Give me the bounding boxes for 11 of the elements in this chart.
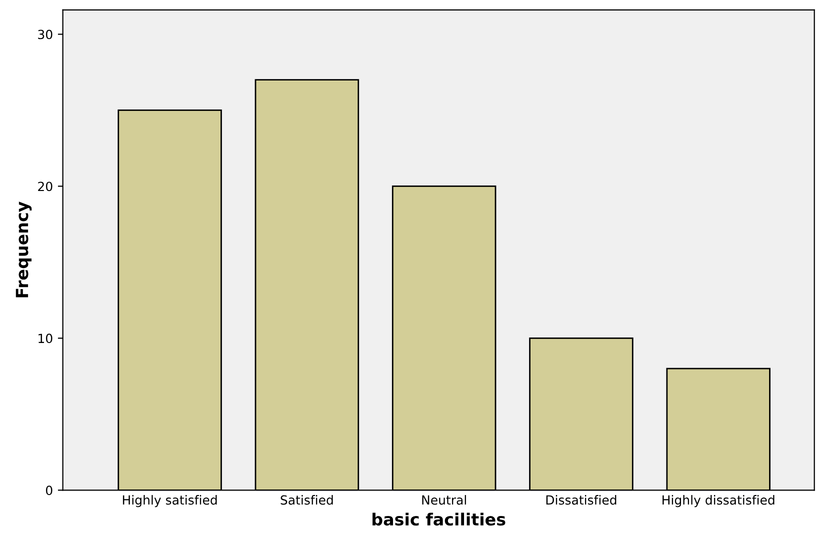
x-axis-title: basic facilities — [372, 512, 506, 526]
y-tick-label: 20 — [38, 182, 52, 192]
x-tick-label: Satisfied — [280, 495, 333, 505]
y-tick-label: 0 — [46, 486, 52, 496]
x-tick-label: Dissatisfied — [546, 495, 616, 505]
y-axis-title: Frequency — [16, 202, 32, 298]
x-tick-label: Highly dissatisfied — [662, 495, 774, 508]
y-tick-label: 30 — [38, 30, 52, 40]
x-tick-label: Highly satisfied — [122, 495, 217, 508]
x-tick-label: Neutral — [422, 495, 466, 505]
y-tick-label: 10 — [38, 334, 52, 344]
